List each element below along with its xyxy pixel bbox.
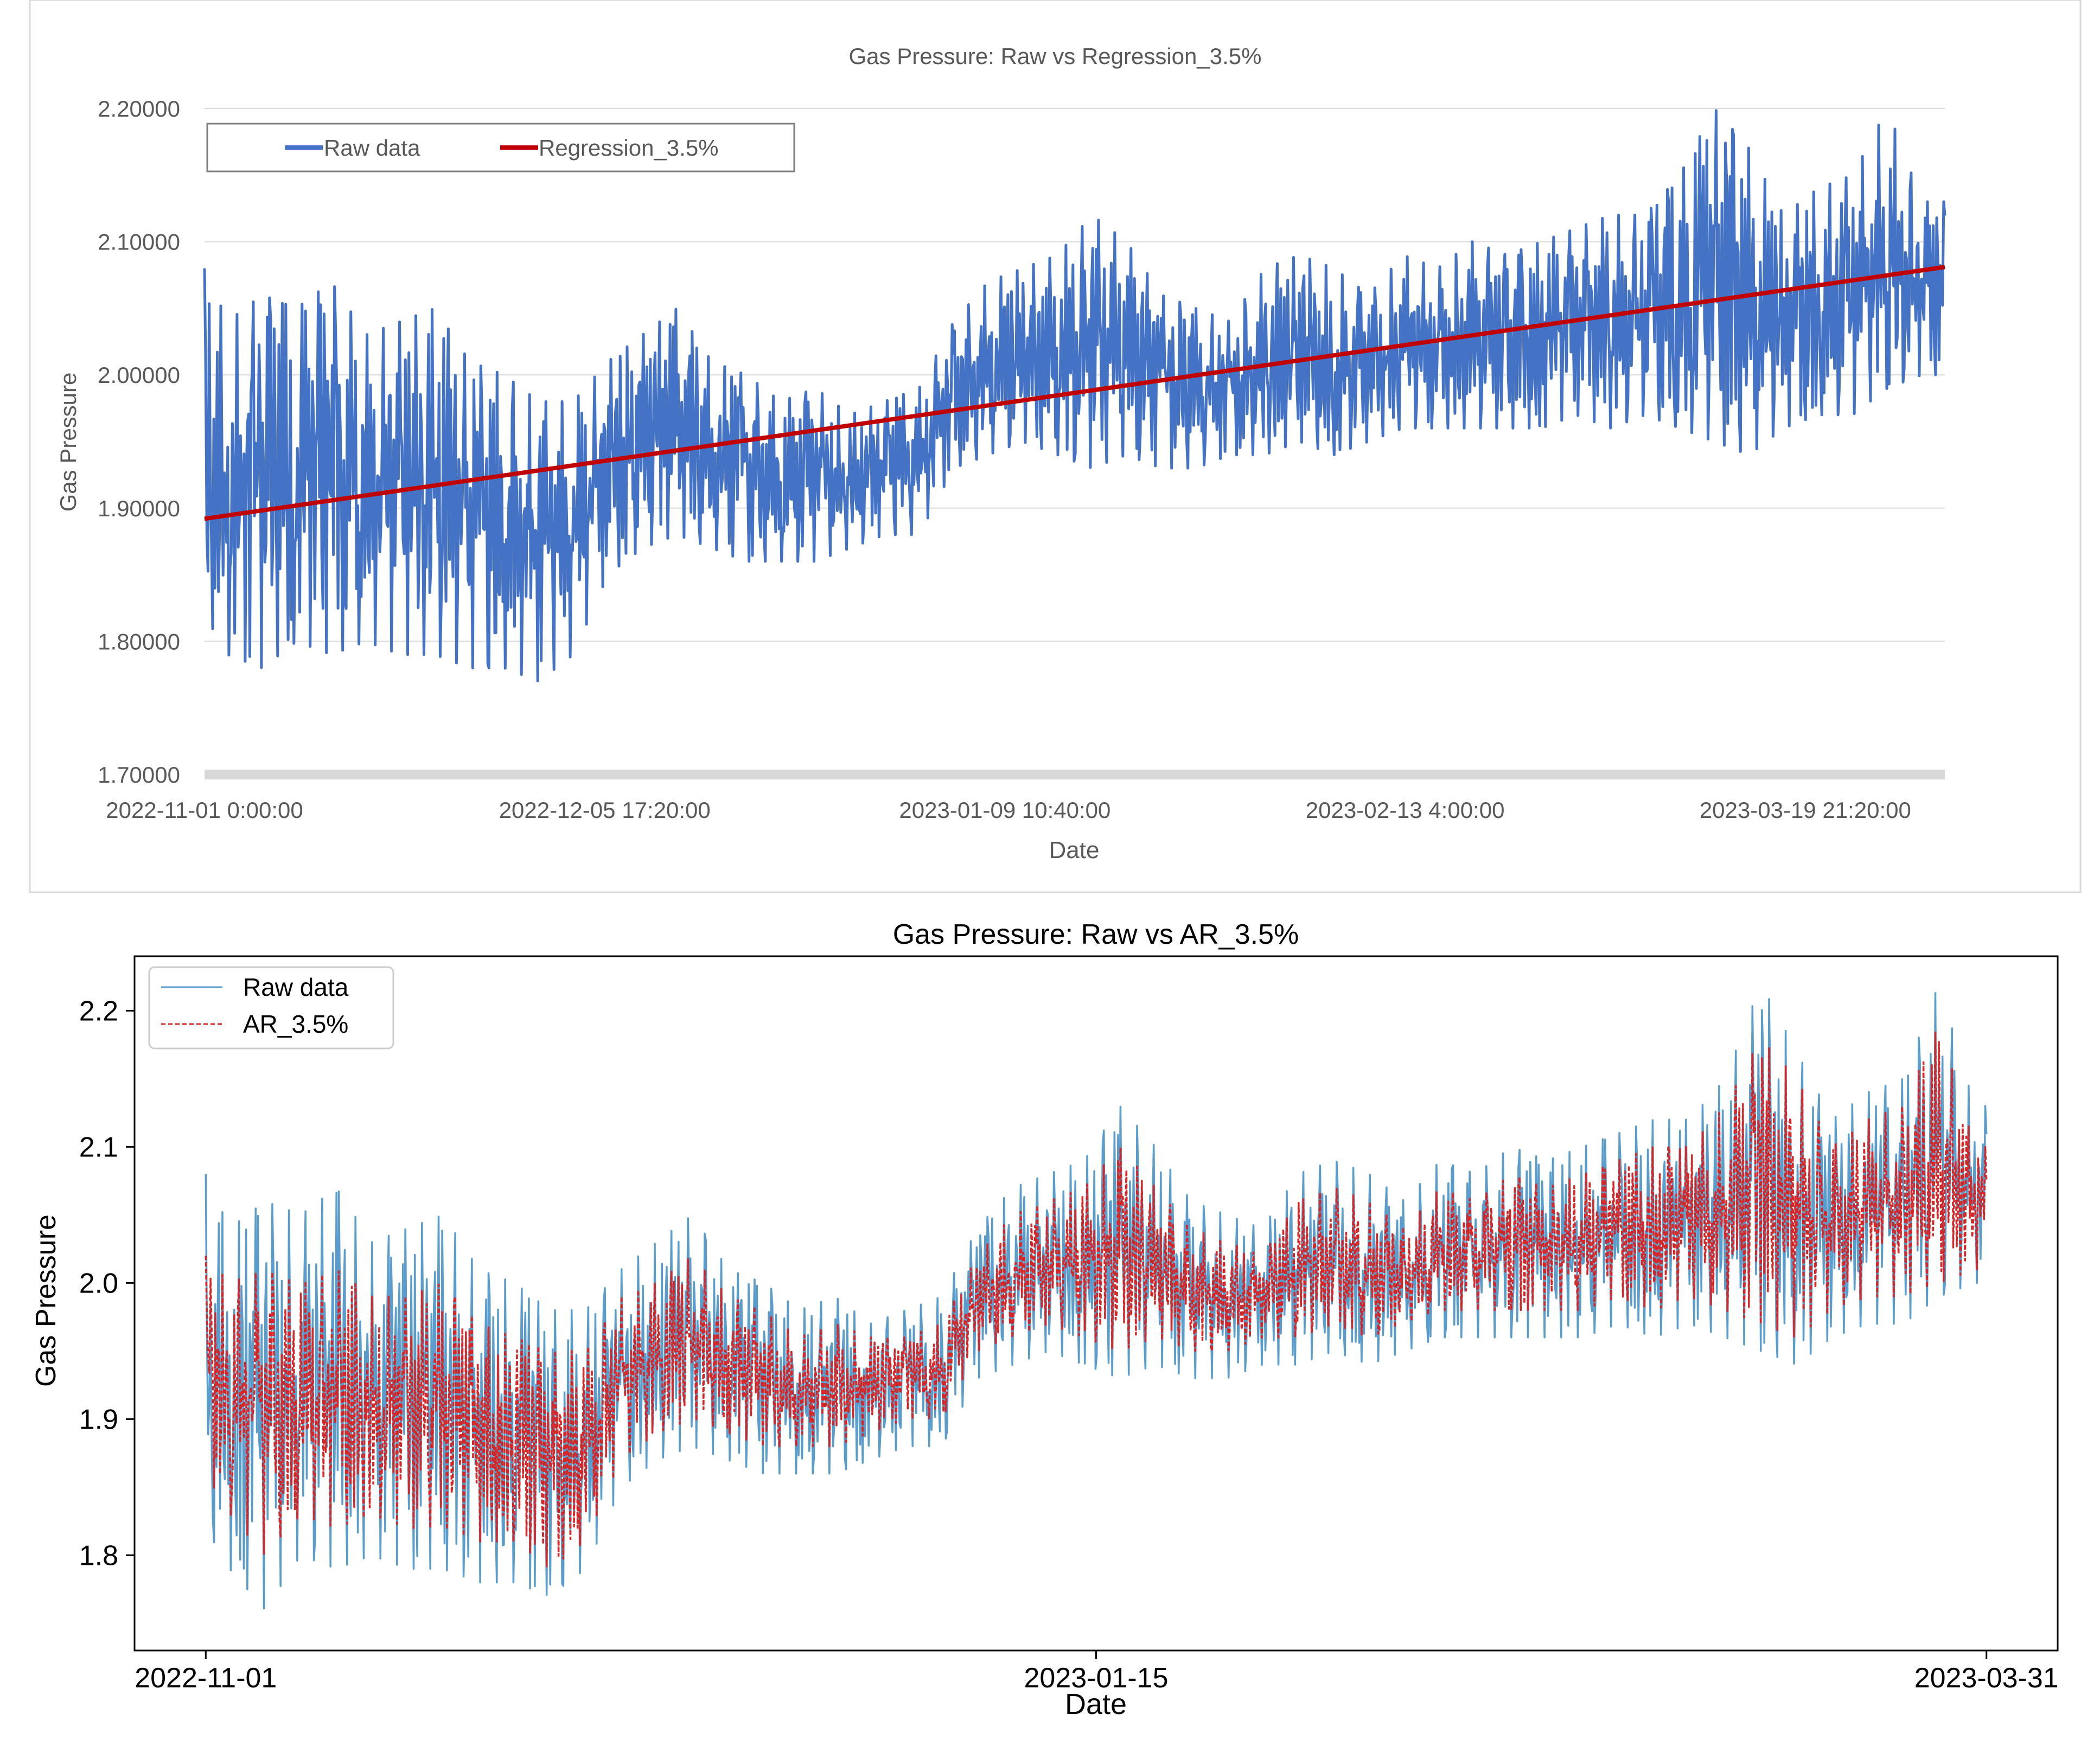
chart-ar: Gas Pressure: Raw vs AR_3.5% 2.2 2.1 2.0 1.… [30,919,2059,1720]
y-tick-label: 1.80000 [98,629,180,654]
chart-regression-y-ticks: 2.20000 2.10000 2.00000 1.90000 1.80000 1.700… [98,96,180,788]
y-tick-label: 2.20000 [98,96,180,121]
chart-ar-y-ticks: 2.2 2.1 2.0 1.9 1.8 [79,995,135,1571]
y-tick-label: 1.9 [79,1404,118,1435]
y-tick-label: 1.8 [79,1540,118,1571]
chart-regression-x-axis-label: Date [1049,837,1100,863]
x-tick-label: 2022-12-05 17:20:00 [499,797,711,823]
chart-ar-ar-series [205,1031,1988,1568]
x-tick-label: 2022-11-01 [135,1662,277,1694]
regression-line [204,265,1945,521]
y-tick-label: 1.90000 [98,496,180,521]
y-tick-label: 2.00000 [98,362,180,388]
x-tick-label: 2023-03-19 21:20:00 [1700,797,1911,823]
chart-regression-legend: Raw data Regression_3.5% [206,123,795,172]
x-tick-label: 2023-01-09 10:40:00 [899,797,1110,823]
chart-regression-y-axis-label: Gas Pressure [55,373,81,512]
x-tick-label: 2023-01-15 [1024,1662,1169,1694]
chart-regression-gridlines [205,108,1945,779]
chart-regression-raw-series [203,109,1946,682]
x-tick-label: 2023-03-31 [1914,1662,2059,1694]
y-tick-label: 2.10000 [98,229,180,255]
legend-ar-label: AR_3.5% [243,1010,348,1038]
y-tick-label: 2.1 [79,1131,118,1163]
chart-regression: Gas Pressure: Raw vs Regression_3.5% 2.2… [29,0,2082,893]
raw-data-line [203,109,1946,682]
y-tick-label: 2.0 [79,1268,118,1299]
chart-regression-x-ticks: 2022-11-01 0:00:00 2022-12-05 17:20:00 202… [106,797,1911,823]
chart-ar-x-ticks: 2022-11-01 2023-01-15 2023-03-31 [135,1651,2059,1694]
chart-ar-x-axis-label: Date [1065,1688,1127,1720]
x-tick-label: 2023-02-13 4:00:00 [1306,797,1505,823]
y-tick-label: 1.70000 [98,762,180,788]
chart-ar-y-axis-label: Gas Pressure [30,1214,62,1387]
chart-regression-title: Gas Pressure: Raw vs Regression_3.5% [849,43,1262,69]
legend-regression-label: Regression_3.5% [539,135,719,161]
legend-raw-label: Raw data [243,973,349,1001]
x-tick-label: 2022-11-01 0:00:00 [106,797,303,823]
y-tick-label: 2.2 [79,995,118,1027]
ar-line [205,1031,1988,1568]
chart-ar-title: Gas Pressure: Raw vs AR_3.5% [893,919,1299,950]
chart-ar-legend: Raw data AR_3.5% [148,966,394,1050]
legend-raw-label: Raw data [324,135,420,161]
